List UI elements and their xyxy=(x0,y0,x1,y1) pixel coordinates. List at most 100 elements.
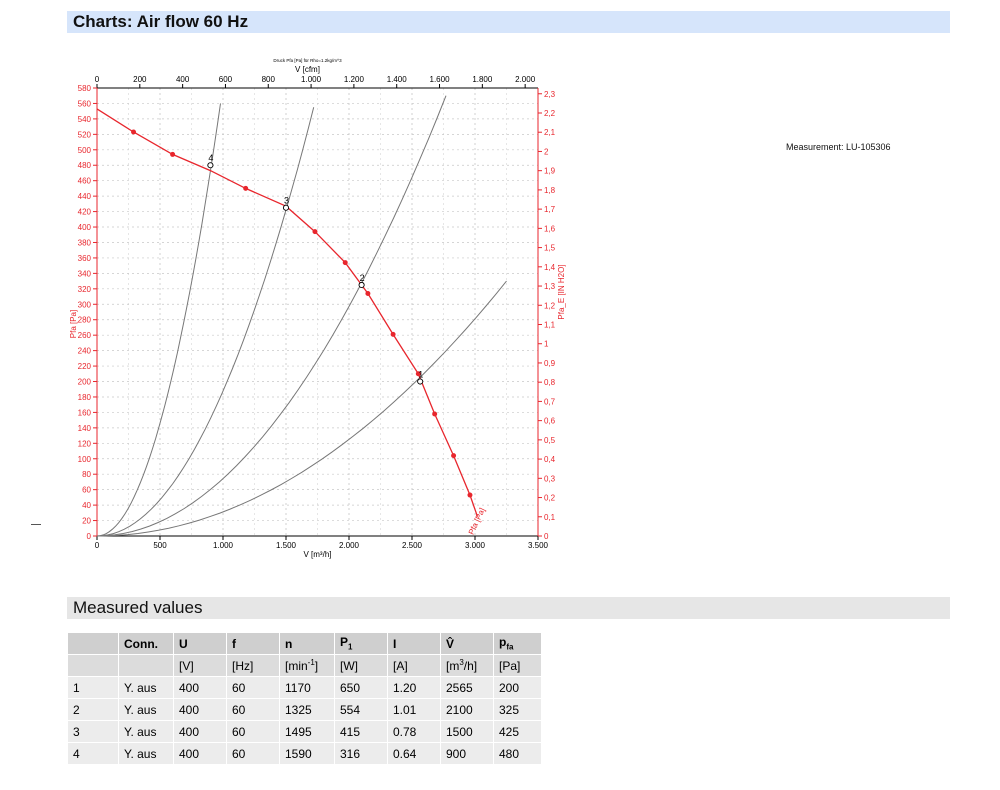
y-axis-label: Pfa [Pa] xyxy=(69,310,78,338)
fan-curve-marker xyxy=(432,411,438,417)
y2-tick-label: 2,2 xyxy=(544,109,556,118)
table-cell: 400 xyxy=(174,743,226,764)
y-tick-label: 280 xyxy=(78,316,92,325)
table-row: 4 Y. aus 400 60 1590 316 0.64 900 480 xyxy=(68,743,541,764)
y2-tick-label: 0,7 xyxy=(544,397,556,406)
table-cell: 400 xyxy=(174,677,226,698)
table-cell: 554 xyxy=(335,699,387,720)
y2-tick-label: 1,4 xyxy=(544,263,556,272)
table-cell: 1590 xyxy=(280,743,334,764)
table-cell: Y. aus xyxy=(119,699,173,720)
y-tick-label: 340 xyxy=(78,269,92,278)
table-cell: 2 xyxy=(68,699,118,720)
table-cell: 4 xyxy=(68,743,118,764)
table-cell: 400 xyxy=(174,721,226,742)
x2-tick-label: 200 xyxy=(133,75,147,84)
table-cell: 1495 xyxy=(280,721,334,742)
y-tick-label: 180 xyxy=(78,393,92,402)
charts-title-bar: Charts: Air flow 60 Hz xyxy=(67,11,950,33)
table-cell: 1.01 xyxy=(388,699,440,720)
x2-tick-label: 1.600 xyxy=(430,75,451,84)
unit-cell: [Pa] xyxy=(494,655,541,676)
system-curve-3 xyxy=(96,107,315,537)
x-tick-label: 500 xyxy=(153,541,167,550)
table-cell: 316 xyxy=(335,743,387,764)
y2-tick-label: 1,5 xyxy=(544,244,556,253)
table-row: 2 Y. aus 400 60 1325 554 1.01 2100 325 xyxy=(68,699,541,720)
y-tick-label: 540 xyxy=(78,115,92,124)
y2-tick-label: 1 xyxy=(544,340,549,349)
table-cell: 60 xyxy=(227,743,279,764)
y2-tick-label: 0,2 xyxy=(544,494,556,503)
fan-curve-marker xyxy=(390,331,396,337)
y-tick-label: 160 xyxy=(78,408,92,417)
header-cell: P1 xyxy=(335,633,387,654)
table-cell: 60 xyxy=(227,677,279,698)
y2-tick-label: 2,1 xyxy=(544,128,556,137)
table-cell: 415 xyxy=(335,721,387,742)
table-header-row: Conn. U f n P1 I V̂ pfa xyxy=(68,633,541,654)
table-cell: 1500 xyxy=(441,721,493,742)
x-tick-label: 3.000 xyxy=(465,541,486,550)
x-tick-label: 2.500 xyxy=(402,541,423,550)
table-cell: Y. aus xyxy=(119,721,173,742)
system-curve-2 xyxy=(96,95,447,537)
y-tick-label: 460 xyxy=(78,177,92,186)
y2-tick-label: 1,2 xyxy=(544,301,556,310)
header-cell xyxy=(68,633,118,654)
table-cell: 650 xyxy=(335,677,387,698)
unit-cell: [W] xyxy=(335,655,387,676)
y-tick-label: 20 xyxy=(82,517,91,526)
y2-tick-label: 0,8 xyxy=(544,378,556,387)
table-cell: 60 xyxy=(227,721,279,742)
fan-curve-marker xyxy=(467,492,473,498)
y-tick-label: 60 xyxy=(82,486,91,495)
y-tick-label: 300 xyxy=(78,300,92,309)
operating-point-label: 2 xyxy=(360,273,365,283)
y2-tick-label: 1,1 xyxy=(544,320,556,329)
y2-tick-label: 0,9 xyxy=(544,359,556,368)
y-tick-label: 380 xyxy=(78,238,92,247)
y-tick-label: 480 xyxy=(78,161,92,170)
y-tick-label: 560 xyxy=(78,99,92,108)
table-cell: Y. aus xyxy=(119,677,173,698)
airflow-chart: 0 500 1.000 1.500 2.000 2.500 3.000 3.500 V [m³/… xyxy=(69,58,566,559)
unit-cell: [V] xyxy=(174,655,226,676)
x2-tick-label: 2.000 xyxy=(515,75,536,84)
y-tick-label: 140 xyxy=(78,424,92,433)
x-tick-label: 3.500 xyxy=(528,541,549,550)
x2-tick-label: 800 xyxy=(262,75,276,84)
x-tick-label: 1.000 xyxy=(213,541,234,550)
table-cell: 900 xyxy=(441,743,493,764)
y-tick-label: 320 xyxy=(78,285,92,294)
measured-values-bar: Measured values xyxy=(67,597,950,619)
fan-curve-marker xyxy=(342,260,348,266)
y2-tick-label: 1,7 xyxy=(544,205,556,214)
table-cell: 200 xyxy=(494,677,541,698)
table-cell: 0.78 xyxy=(388,721,440,742)
x2-tick-label: 1.800 xyxy=(472,75,493,84)
x-tick-label: 1.500 xyxy=(276,541,297,550)
y-tick-label: 520 xyxy=(78,130,92,139)
unit-cell xyxy=(119,655,173,676)
x2-tick-label: 1.000 xyxy=(301,75,322,84)
unit-cell: [Hz] xyxy=(227,655,279,676)
operating-point-2 xyxy=(358,281,365,289)
y-tick-label: 500 xyxy=(78,146,92,155)
table-cell: 1170 xyxy=(280,677,334,698)
y2-axis-label: Pfa_E [IN H2O] xyxy=(557,264,566,319)
y-tick-label: 360 xyxy=(78,254,92,263)
side-dash xyxy=(31,524,41,525)
table-cell: 1.20 xyxy=(388,677,440,698)
y2-tick-label: 0,3 xyxy=(544,474,556,483)
y2-tick-label: 0,6 xyxy=(544,417,556,426)
fan-curve-marker xyxy=(415,371,421,377)
header-cell: n xyxy=(280,633,334,654)
system-curve-4 xyxy=(96,103,221,537)
y2-tick-label: 2 xyxy=(544,147,549,156)
fan-curve-marker xyxy=(312,229,318,235)
fan-curve-marker xyxy=(451,453,457,459)
fan-curve-marker xyxy=(131,129,137,135)
table-cell: 2100 xyxy=(441,699,493,720)
table-cell: 1 xyxy=(68,677,118,698)
